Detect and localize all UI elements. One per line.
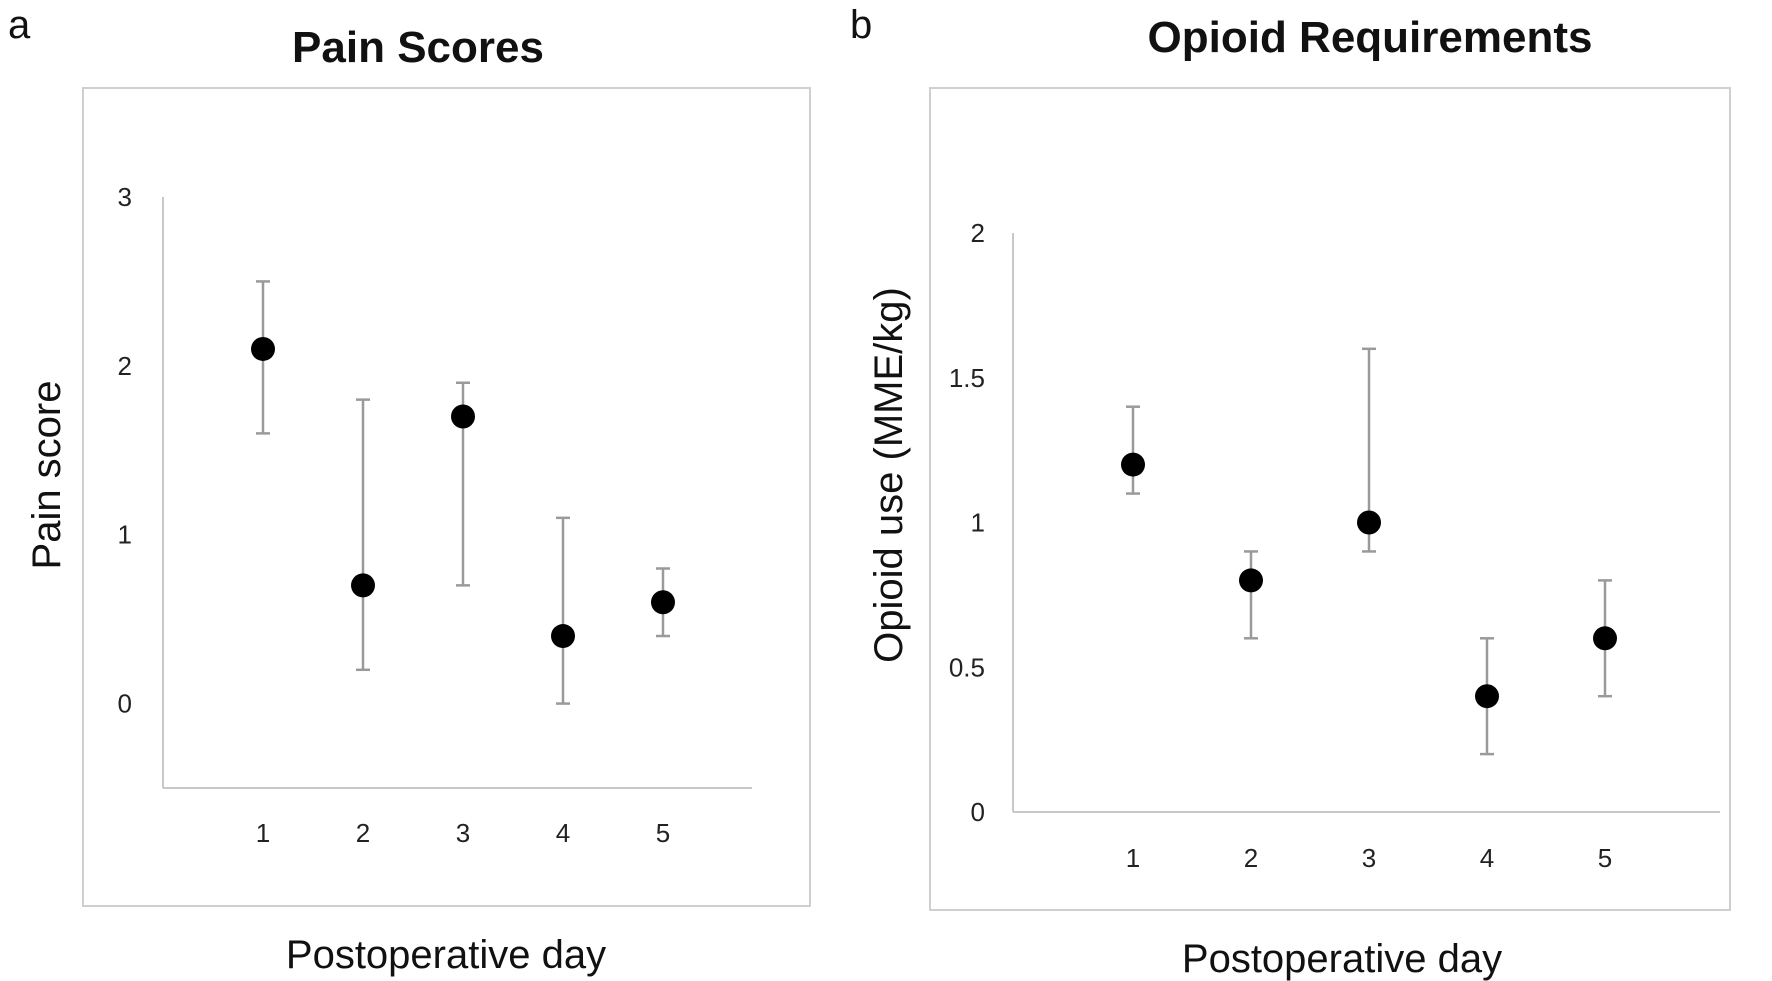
panel-letter-a: a xyxy=(8,3,31,47)
pain-y-tick-label: 0 xyxy=(118,689,132,719)
pain-y-axis-label: Pain score xyxy=(25,381,69,570)
opioid-y-tick-label: 1.5 xyxy=(949,363,985,393)
opioid-x-tick-label: 5 xyxy=(1598,843,1612,873)
pain-data-point xyxy=(651,590,675,615)
opioid-y-tick-label: 2 xyxy=(971,218,985,248)
pain-data-point xyxy=(351,573,375,598)
pain-chart-title: Pain Scores xyxy=(292,23,544,72)
pain-x-tick-label: 1 xyxy=(256,818,270,848)
pain-data-marks xyxy=(251,280,675,705)
opioid-y-tick-label: 0 xyxy=(971,797,985,827)
panel-letter-b: b xyxy=(850,3,872,47)
opioid-data-point xyxy=(1239,568,1263,593)
opioid-data-point xyxy=(1357,510,1381,535)
pain-x-tick-label: 3 xyxy=(456,818,470,848)
pain-x-tick-label: 5 xyxy=(656,818,670,848)
opioid-data-point xyxy=(1121,452,1145,477)
opioid-y-axis-label: Opioid use (MME/kg) xyxy=(867,287,911,663)
pain-y-tick-label: 2 xyxy=(118,351,132,381)
opioid-y-ticks: 0 0.5 1 1.5 2 xyxy=(949,218,985,827)
opioid-data-point xyxy=(1593,626,1617,651)
pain-data-point xyxy=(551,624,575,649)
pain-y-ticks: 0 1 2 3 xyxy=(118,182,132,719)
opioid-x-axis-label: Postoperative day xyxy=(1182,937,1502,981)
opioid-x-tick-label: 2 xyxy=(1244,843,1258,873)
pain-y-tick-label: 3 xyxy=(118,182,132,212)
pain-x-axis-label: Postoperative day xyxy=(286,933,606,977)
pain-x-tick-label: 2 xyxy=(356,818,370,848)
opioid-x-tick-label: 1 xyxy=(1126,843,1140,873)
opioid-x-tick-label: 4 xyxy=(1480,843,1494,873)
opioid-requirements-panel: b Opioid Requirements 0 0.5 1 1.5 2 1 2 3 4 5 Op… xyxy=(850,3,1731,981)
opioid-y-tick-label: 0.5 xyxy=(949,652,985,682)
opioid-x-ticks: 1 2 3 4 5 xyxy=(1126,843,1612,873)
pain-x-ticks: 1 2 3 4 5 xyxy=(256,818,670,848)
pain-chart-frame xyxy=(82,87,811,907)
opioid-y-tick-label: 1 xyxy=(971,508,985,538)
pain-y-tick-label: 1 xyxy=(118,520,132,550)
opioid-data-marks xyxy=(1121,347,1617,756)
pain-data-point xyxy=(451,404,475,429)
pain-scores-panel: a Pain Scores 0 1 2 3 1 2 3 4 5 Pain score Post… xyxy=(8,3,811,977)
opioid-chart-title: Opioid Requirements xyxy=(1148,13,1593,62)
opioid-chart-frame xyxy=(929,87,1731,911)
opioid-data-point xyxy=(1475,684,1499,709)
pain-data-point xyxy=(251,336,275,361)
pain-x-tick-label: 4 xyxy=(556,818,570,848)
opioid-x-tick-label: 3 xyxy=(1362,843,1376,873)
